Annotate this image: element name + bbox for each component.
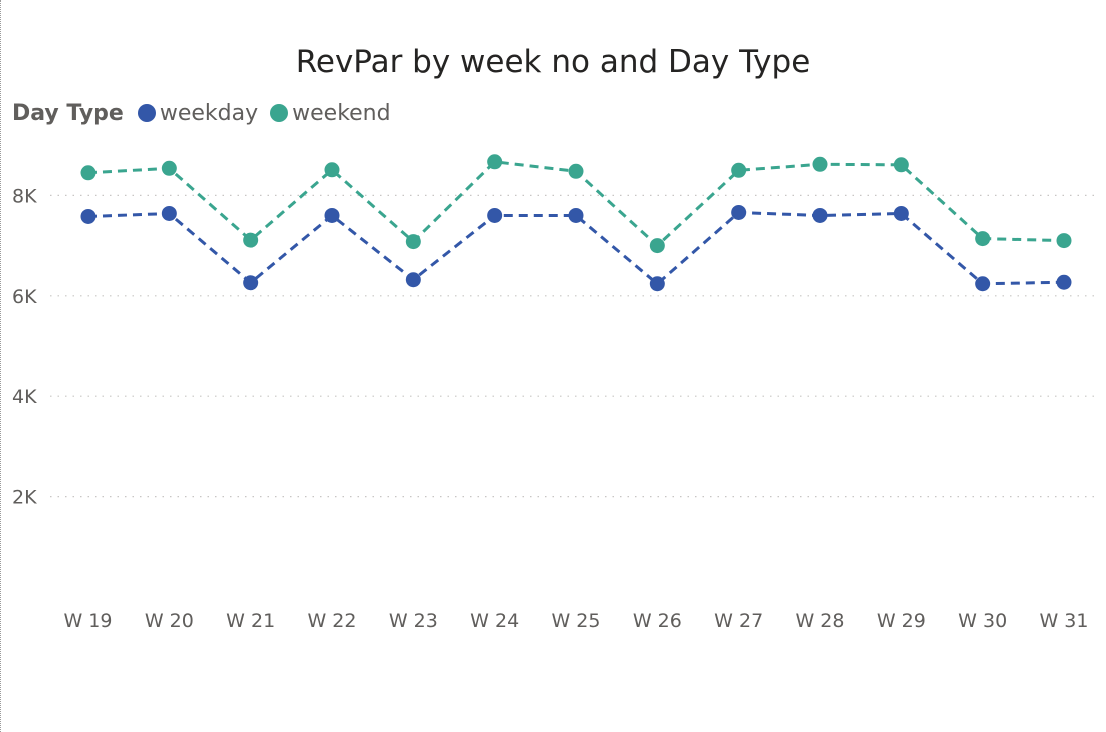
legend-marker-weekend bbox=[270, 104, 289, 122]
data-point-weekend[interactable] bbox=[893, 157, 909, 173]
data-point-weekend[interactable] bbox=[1056, 233, 1072, 249]
x-tick-label: W 31 bbox=[1039, 610, 1088, 632]
x-tick-label: W 29 bbox=[877, 610, 926, 632]
chart-title: RevPar by week no and Day Type bbox=[295, 44, 811, 80]
series-line-weekday bbox=[87, 211, 1065, 286]
data-point-weekday[interactable] bbox=[975, 276, 991, 292]
x-tick-label: W 20 bbox=[145, 610, 194, 632]
data-point-weekend[interactable] bbox=[487, 154, 503, 170]
data-point-weekday[interactable] bbox=[243, 275, 259, 291]
data-point-weekday[interactable] bbox=[324, 207, 340, 223]
x-tick-label: W 19 bbox=[63, 610, 112, 632]
data-point-weekday[interactable] bbox=[893, 205, 909, 221]
data-point-weekend[interactable] bbox=[405, 234, 421, 250]
data-point-weekday[interactable] bbox=[161, 205, 177, 221]
data-point-weekday[interactable] bbox=[80, 208, 96, 224]
x-tick-label: W 25 bbox=[551, 610, 600, 632]
legend-item-weekday[interactable]: weekday bbox=[137, 100, 259, 126]
data-point-weekend[interactable] bbox=[649, 238, 665, 254]
data-point-weekday[interactable] bbox=[487, 207, 503, 223]
y-tick-label: 2K bbox=[12, 487, 37, 509]
data-point-weekend[interactable] bbox=[324, 162, 340, 178]
x-tick-label: W 23 bbox=[389, 610, 438, 632]
data-point-weekend[interactable] bbox=[812, 156, 828, 172]
data-point-weekday[interactable] bbox=[649, 276, 665, 292]
legend-item-weekend[interactable]: weekend bbox=[270, 100, 391, 126]
data-point-weekday[interactable] bbox=[731, 204, 747, 220]
visual-frame-border bbox=[0, 0, 1, 732]
data-point-weekday[interactable] bbox=[568, 207, 584, 223]
data-point-weekend[interactable] bbox=[161, 160, 177, 176]
data-point-weekend[interactable] bbox=[975, 231, 991, 247]
x-tick-label: W 21 bbox=[226, 610, 275, 632]
data-point-weekend[interactable] bbox=[243, 232, 259, 248]
legend-label-weekend: weekend bbox=[292, 100, 391, 126]
y-tick-label: 8K bbox=[12, 185, 37, 207]
y-tick-label: 4K bbox=[12, 386, 37, 408]
data-point-weekend[interactable] bbox=[731, 162, 747, 178]
x-tick-label: W 28 bbox=[795, 610, 844, 632]
data-point-weekend[interactable] bbox=[568, 163, 584, 179]
legend-title: Day Type bbox=[12, 100, 124, 126]
data-point-weekend[interactable] bbox=[80, 165, 96, 181]
data-point-weekday[interactable] bbox=[1056, 274, 1072, 290]
x-tick-label: W 27 bbox=[714, 610, 763, 632]
legend-marker-weekday bbox=[137, 104, 156, 122]
legend: Day Type weekday weekend bbox=[12, 98, 403, 128]
x-tick-label: W 30 bbox=[958, 610, 1007, 632]
legend-label-weekday: weekday bbox=[159, 100, 259, 126]
x-tick-label: W 24 bbox=[470, 610, 519, 632]
data-point-weekday[interactable] bbox=[405, 272, 421, 288]
x-tick-label: W 26 bbox=[633, 610, 682, 632]
data-point-weekday[interactable] bbox=[812, 207, 828, 223]
x-tick-label: W 22 bbox=[307, 610, 356, 632]
y-tick-label: 6K bbox=[12, 286, 37, 308]
